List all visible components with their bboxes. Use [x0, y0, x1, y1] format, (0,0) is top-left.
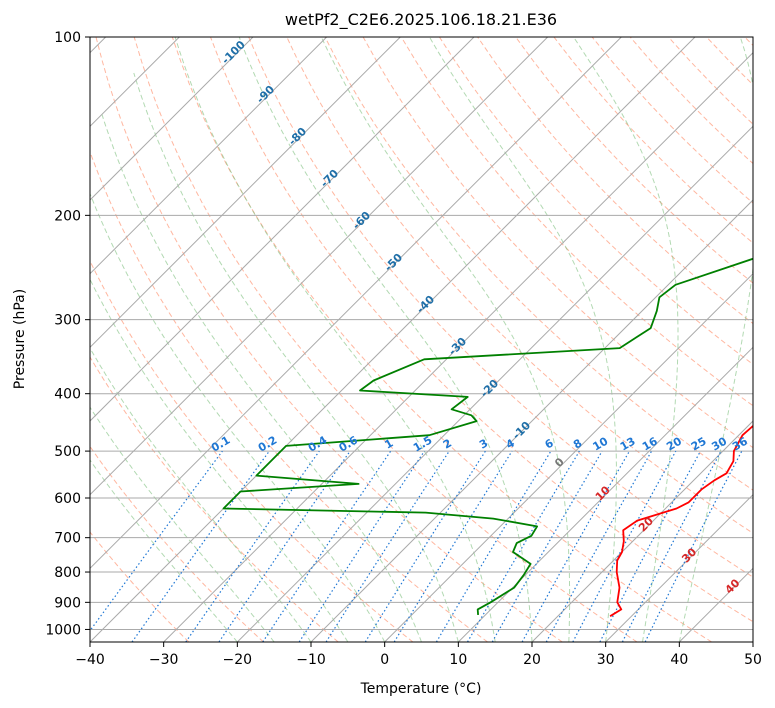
x-axis-label: Temperature (°C) [360, 681, 482, 697]
dry-adiabat-line [248, 37, 753, 578]
moist-adiabat-line [133, 72, 459, 642]
mixing-ratio-line [325, 450, 450, 642]
moist-adiabat-line [90, 347, 312, 642]
y-tick-label: 900 [54, 595, 81, 611]
moist-adiabat-line [90, 459, 238, 642]
chart-title: wetPf2_C2E6.2025.106.18.21.E36 [285, 10, 557, 30]
moist-adiabat-line [101, 114, 422, 642]
y-tick-label: 700 [54, 531, 81, 547]
moist-adiabat-line [678, 37, 753, 642]
isotherm-line [163, 51, 753, 642]
dry-adiabat-line [90, 356, 339, 642]
isotherm-line [310, 199, 753, 642]
plot-frame [89, 36, 754, 643]
mixing-ratio-line [298, 450, 425, 642]
dry-adiabat-line [90, 150, 488, 642]
moist-adiabat-line [90, 278, 349, 642]
moist-adiabat-line [174, 37, 496, 642]
mixing-ratio-line [521, 450, 631, 642]
x-tick-label: 50 [744, 652, 762, 668]
x-tick-label: 10 [449, 652, 467, 668]
y-tick-label: 1000 [45, 622, 81, 638]
isotherm-line [90, 37, 549, 496]
y-tick-label: 800 [54, 565, 81, 581]
dry-adiabat-line [210, 37, 753, 623]
isotherm-line [531, 420, 753, 642]
isotherm-line [90, 37, 475, 422]
y-tick-label: 600 [54, 491, 81, 507]
x-tick-label: −40 [75, 652, 105, 668]
moist-adiabat-line [238, 37, 533, 642]
mixing-ratio-line [644, 450, 743, 642]
x-tick-label: 20 [523, 652, 541, 668]
x-tick-label: 0 [380, 652, 389, 668]
isotherm-line [752, 641, 753, 642]
background-lines [90, 37, 753, 642]
y-tick-label: 300 [54, 313, 81, 329]
y-tick-label: 100 [54, 30, 81, 46]
x-tick-label: −10 [296, 652, 326, 668]
isotherm-line [457, 346, 753, 642]
isotherm-line [90, 37, 622, 570]
dry-adiabat-line [324, 37, 753, 491]
y-tick-label: 500 [54, 444, 81, 460]
mixing-ratio-line [90, 450, 223, 632]
profile-lines [222, 257, 753, 617]
dry-adiabat-line [438, 37, 753, 366]
isotherm-line [90, 37, 696, 642]
isotherm-line [384, 272, 753, 642]
mixing-ratio-line [572, 450, 677, 642]
y-axis-label: Pressure (hPa) [12, 289, 28, 389]
isotherm-line [90, 37, 401, 349]
plot-background [90, 37, 753, 642]
dry-adiabat-line [133, 37, 638, 642]
x-tick-label: −20 [223, 652, 253, 668]
mixing-ratio-line [131, 450, 270, 642]
mixing-ratio-line [262, 450, 392, 642]
moist-adiabat-line [320, 37, 571, 642]
isotherm-line [605, 493, 753, 642]
mixing-ratio-line [185, 450, 320, 642]
moist-adiabat-line [429, 37, 617, 642]
dry-adiabat-line [515, 37, 753, 284]
dry-adiabat-line [90, 445, 264, 642]
dry-adiabat-line [90, 531, 190, 642]
dry-adiabat-line [400, 37, 753, 407]
mixing-ratio-line [393, 450, 513, 642]
mixing-ratio-line [218, 450, 351, 642]
axis-ticks: −40 −30 −20 −10 0 10 20 30 40 50 100 200 300 400 500 60… [45, 30, 762, 668]
mixing-ratio-line [545, 450, 653, 642]
y-tick-label: 200 [54, 208, 81, 224]
dewpoint-line [222, 257, 753, 615]
dry-adiabat-line [171, 37, 712, 642]
x-tick-label: −30 [149, 652, 179, 668]
y-tick-label: 400 [54, 387, 81, 403]
x-tick-label: 30 [597, 652, 615, 668]
dry-adiabat-line [95, 37, 563, 642]
isotherm-line [90, 37, 254, 201]
x-tick-label: 40 [670, 652, 688, 668]
isotherm-line [90, 37, 328, 275]
isotherm-line [236, 125, 753, 642]
temperature-line [609, 424, 753, 617]
moist-adiabat-line [573, 37, 679, 642]
